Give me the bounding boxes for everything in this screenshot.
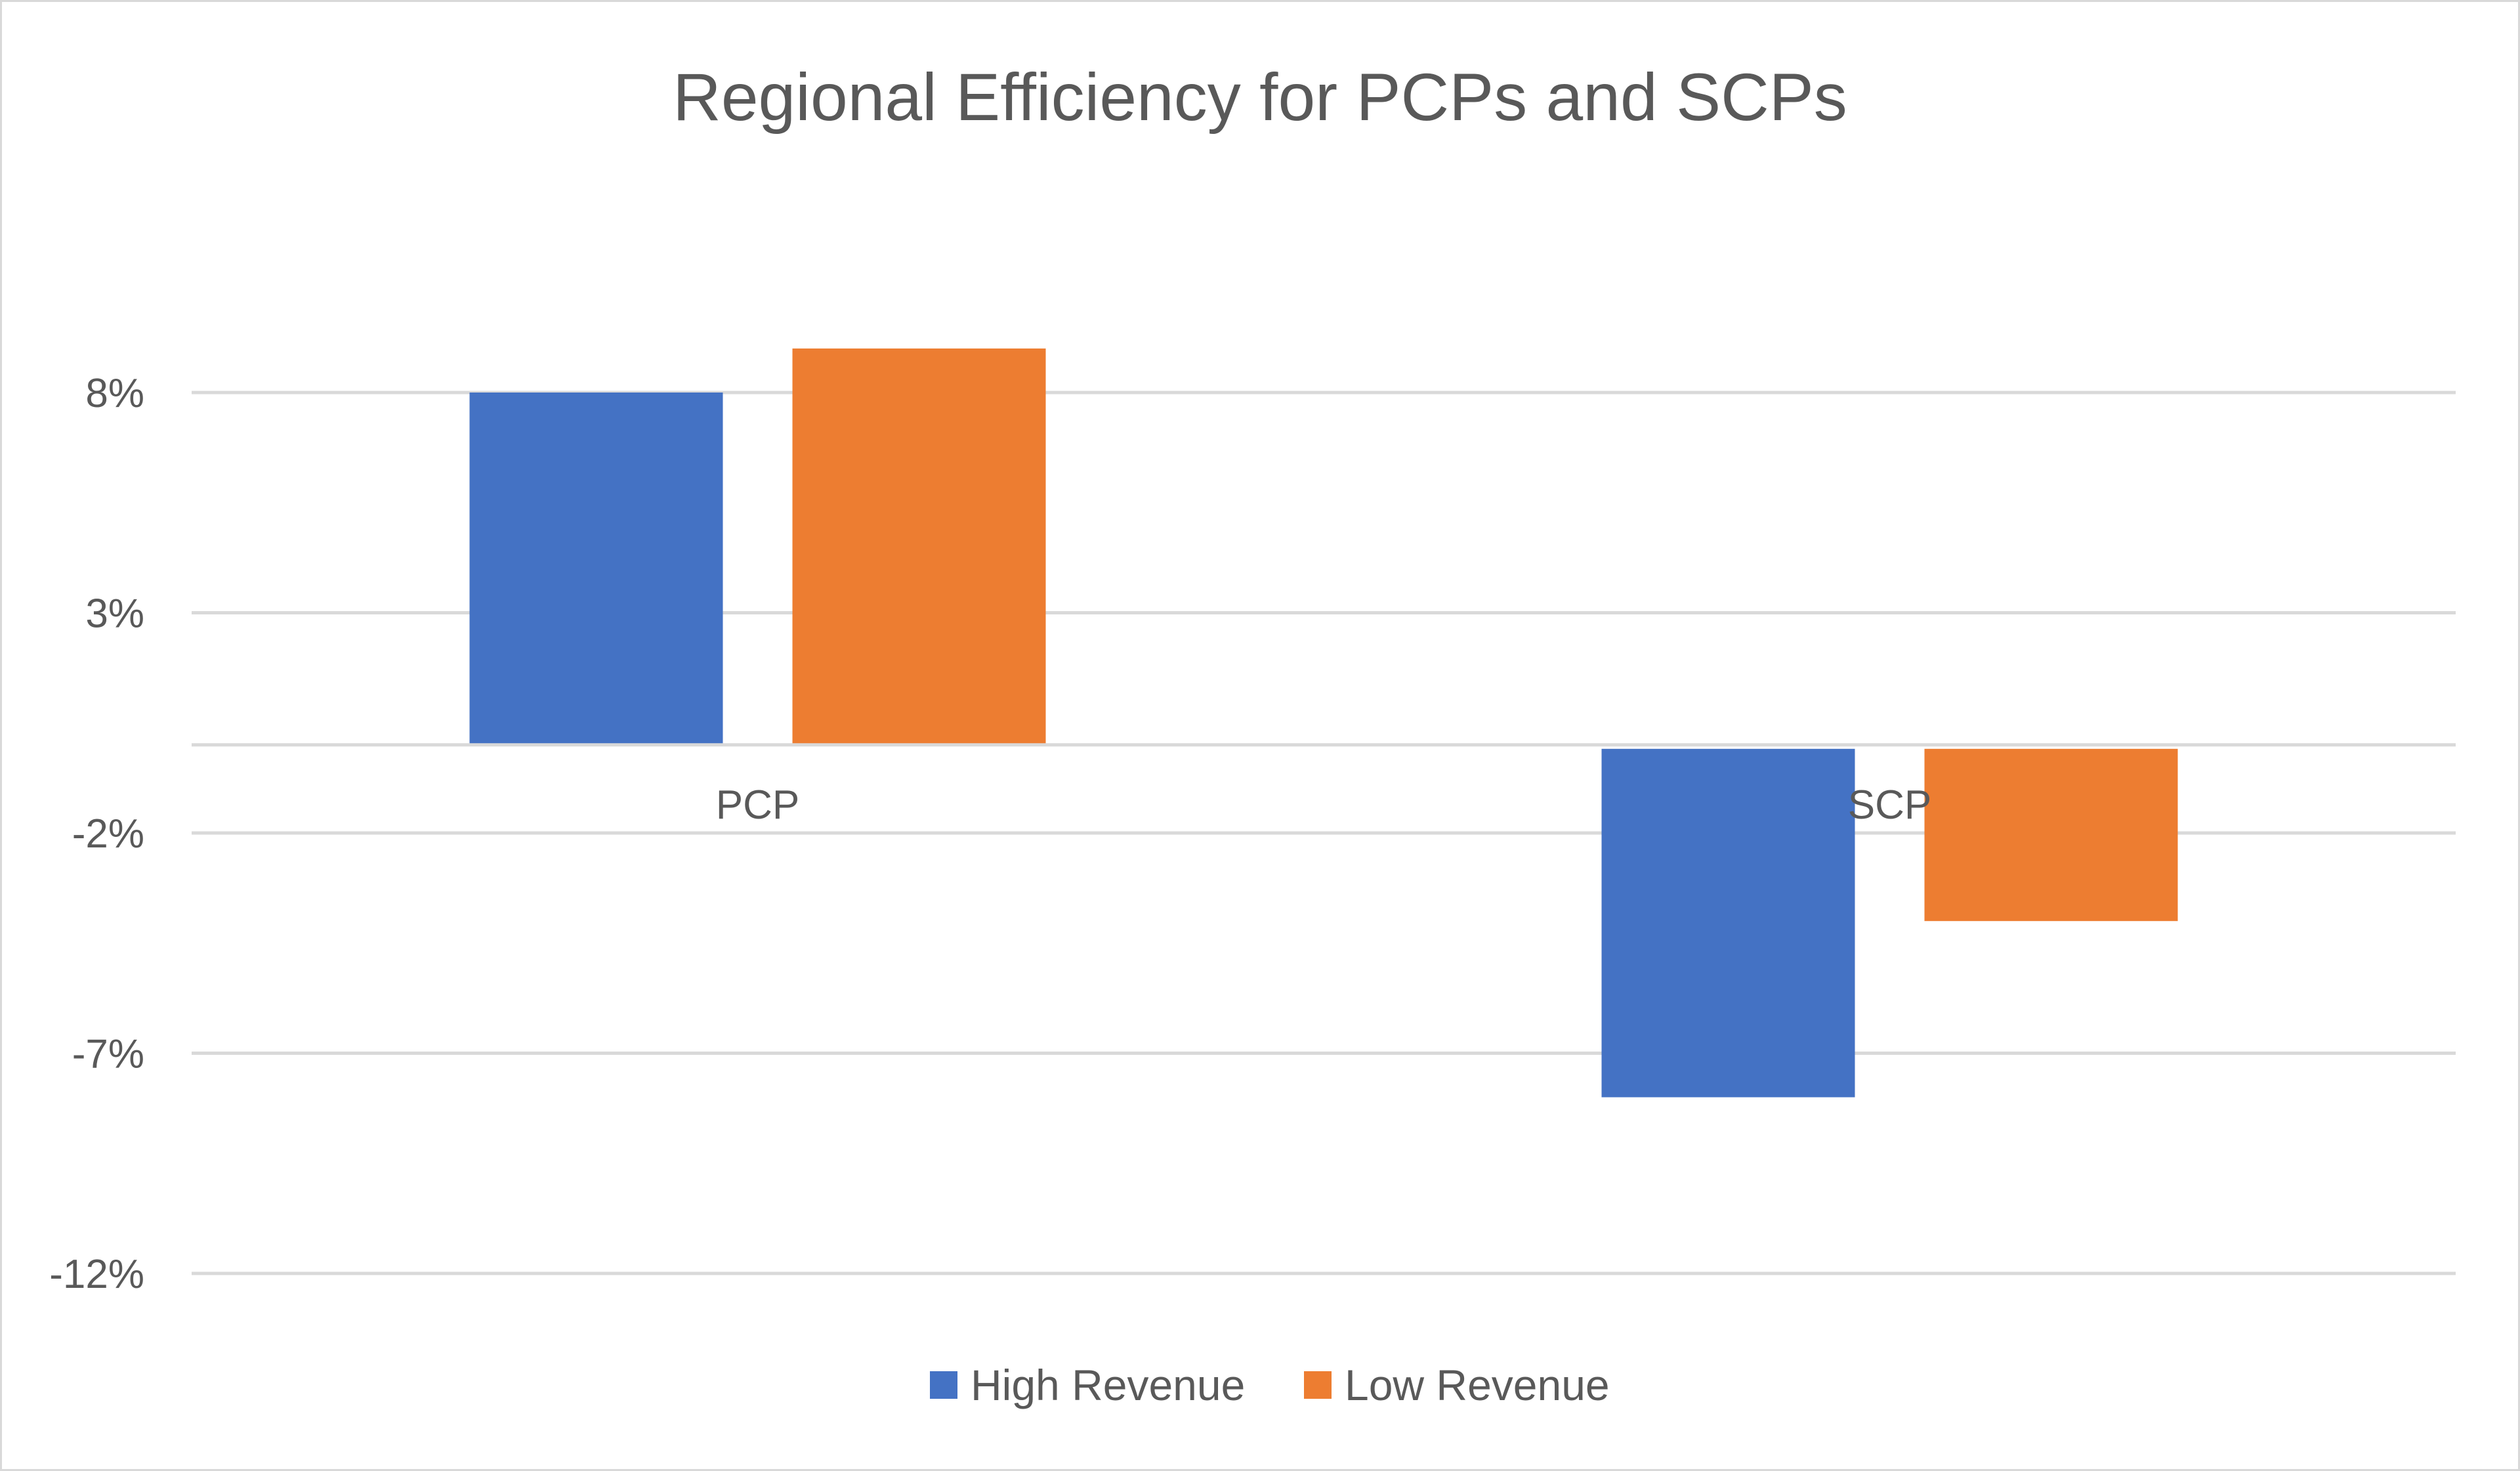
category-label-scp: SCP [1848, 782, 1931, 828]
y-tick-label: -7% [72, 1032, 144, 1077]
bar-low-revenue-scp [1924, 748, 2178, 922]
y-tick-label: 8% [85, 371, 144, 416]
category-labels: PCP SCP [716, 782, 1931, 828]
legend-swatch-high-revenue [930, 1371, 957, 1399]
y-axis-ticks: 8% 3% -2% -7% -12% [49, 371, 144, 1297]
bar-high-revenue-pcp [469, 393, 723, 745]
legend-label-low-revenue: Low Revenue [1345, 1361, 1610, 1409]
legend-swatch-low-revenue [1304, 1371, 1332, 1399]
chart-title: Regional Efficiency for PCPs and SCPs [673, 60, 1847, 135]
legend-label-high-revenue: High Revenue [971, 1361, 1245, 1409]
bar-high-revenue-scp [1601, 748, 1855, 1098]
y-tick-label: -12% [49, 1252, 144, 1297]
bar-low-revenue-pcp [792, 348, 1046, 745]
legend: High Revenue Low Revenue [930, 1361, 1610, 1409]
y-tick-label: -2% [72, 811, 144, 857]
y-tick-label: 3% [85, 591, 144, 637]
bars [469, 348, 2178, 1098]
category-label-pcp: PCP [716, 782, 799, 828]
